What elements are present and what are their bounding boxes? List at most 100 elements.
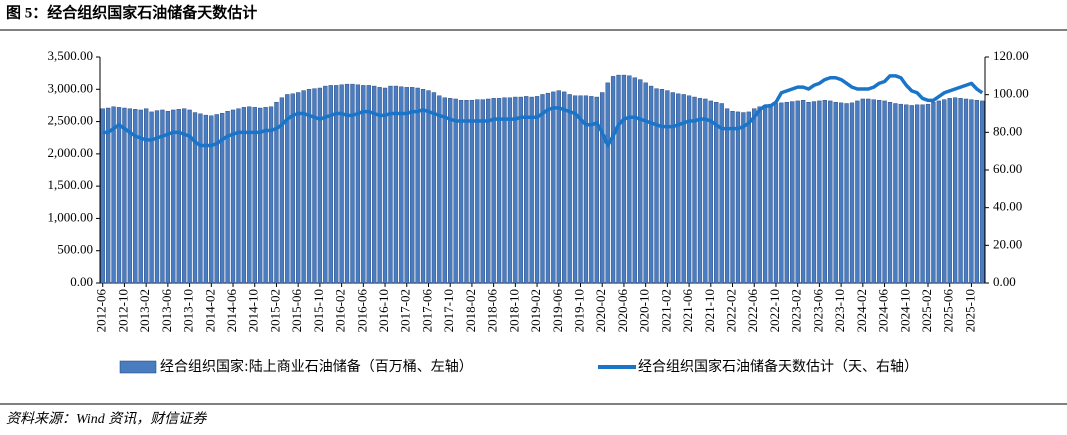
x-tick-label: 2021-06 (680, 289, 695, 333)
bar (866, 98, 871, 284)
x-tick-label: 2015-10 (311, 289, 326, 332)
bar (279, 97, 285, 284)
y-tick-label: 1,500.00 (48, 177, 94, 192)
bar (833, 101, 838, 284)
bar (306, 89, 312, 284)
source: 资料来源：Wind 资讯，财信证券 (6, 411, 207, 427)
bar (980, 100, 985, 284)
x-tick-label: 2023-02 (789, 289, 804, 332)
legend-swatch (119, 360, 157, 374)
bar (111, 106, 116, 284)
bar (458, 100, 464, 284)
bar (594, 96, 599, 284)
x-tick-label: 2024-02 (854, 289, 869, 332)
bar (551, 91, 556, 284)
bar (160, 109, 165, 284)
bar (665, 90, 670, 284)
bar (491, 98, 496, 284)
bar (116, 107, 122, 284)
bar (415, 87, 420, 284)
y-tick-label: 1,000.00 (48, 209, 94, 224)
bar (437, 95, 442, 284)
bar (795, 100, 800, 284)
x-tick-label: 2015-06 (289, 289, 304, 333)
bar (545, 92, 551, 284)
bar (404, 87, 409, 284)
bar (909, 105, 914, 284)
bar (784, 101, 789, 284)
bar (263, 107, 268, 284)
bar (898, 103, 903, 284)
bar (426, 90, 431, 284)
bar (914, 104, 920, 284)
bar (942, 99, 947, 284)
y2-tick-label: 20.00 (993, 236, 1022, 251)
bar (692, 96, 697, 284)
bar (697, 98, 703, 284)
x-tick-label: 2016-10 (376, 289, 391, 332)
bar (643, 82, 648, 284)
bar (828, 100, 833, 284)
bar (290, 93, 295, 284)
bar (388, 85, 393, 284)
x-tick-label: 2013-10 (181, 289, 196, 332)
x-tick-label: 2020-10 (637, 289, 652, 332)
bar (670, 92, 675, 284)
bar (540, 94, 545, 284)
bar (214, 114, 219, 284)
bar (849, 102, 855, 284)
bar (187, 109, 192, 284)
bar (442, 97, 447, 284)
bar (133, 109, 138, 284)
x-tick-label: 2024-10 (897, 289, 912, 332)
bar (529, 96, 534, 284)
y-tick-label: 2,000.00 (48, 145, 94, 160)
bar (703, 98, 708, 284)
bar (361, 85, 366, 284)
bar (876, 100, 882, 284)
bar (735, 111, 741, 284)
bar (974, 100, 980, 284)
x-tick-label: 2025-06 (941, 289, 956, 333)
bar (838, 102, 844, 284)
bar (746, 111, 751, 284)
bar (768, 103, 773, 284)
bar (274, 101, 279, 284)
bar (632, 77, 637, 284)
bar (127, 108, 133, 284)
bar (469, 100, 475, 284)
bar (605, 82, 610, 284)
bar (339, 84, 344, 284)
bar (182, 108, 187, 284)
bar (171, 109, 176, 284)
x-tick-label: 2019-02 (528, 289, 543, 332)
bar (844, 103, 849, 284)
bar (323, 85, 328, 284)
bar (562, 91, 567, 284)
bar (496, 98, 502, 284)
line (102, 74, 984, 148)
bar (410, 87, 415, 284)
bar (176, 109, 181, 284)
x-tick-label: 2014-10 (246, 289, 261, 332)
bar (296, 92, 301, 284)
x-tick-label: 2018-10 (506, 289, 521, 332)
bar (448, 98, 453, 284)
bar (431, 92, 437, 284)
bar (887, 101, 893, 284)
bar (502, 97, 507, 284)
legend-label: 经合组织国家:陆上商业石油储备（百万桶、左轴） (160, 358, 473, 375)
bar (534, 96, 540, 284)
bar (616, 74, 621, 284)
bar (165, 111, 171, 284)
bar (779, 102, 784, 284)
y2-tick-label: 100.00 (993, 86, 1029, 101)
x-tick-label: 2016-06 (354, 289, 369, 333)
y2-tick-label: 0.00 (993, 274, 1016, 289)
bar (724, 108, 730, 284)
bar (149, 111, 154, 284)
x-tick-label: 2014-02 (202, 289, 217, 332)
bar (790, 101, 795, 284)
bar (334, 85, 339, 284)
y-tick-label: 2,500.00 (48, 113, 94, 128)
